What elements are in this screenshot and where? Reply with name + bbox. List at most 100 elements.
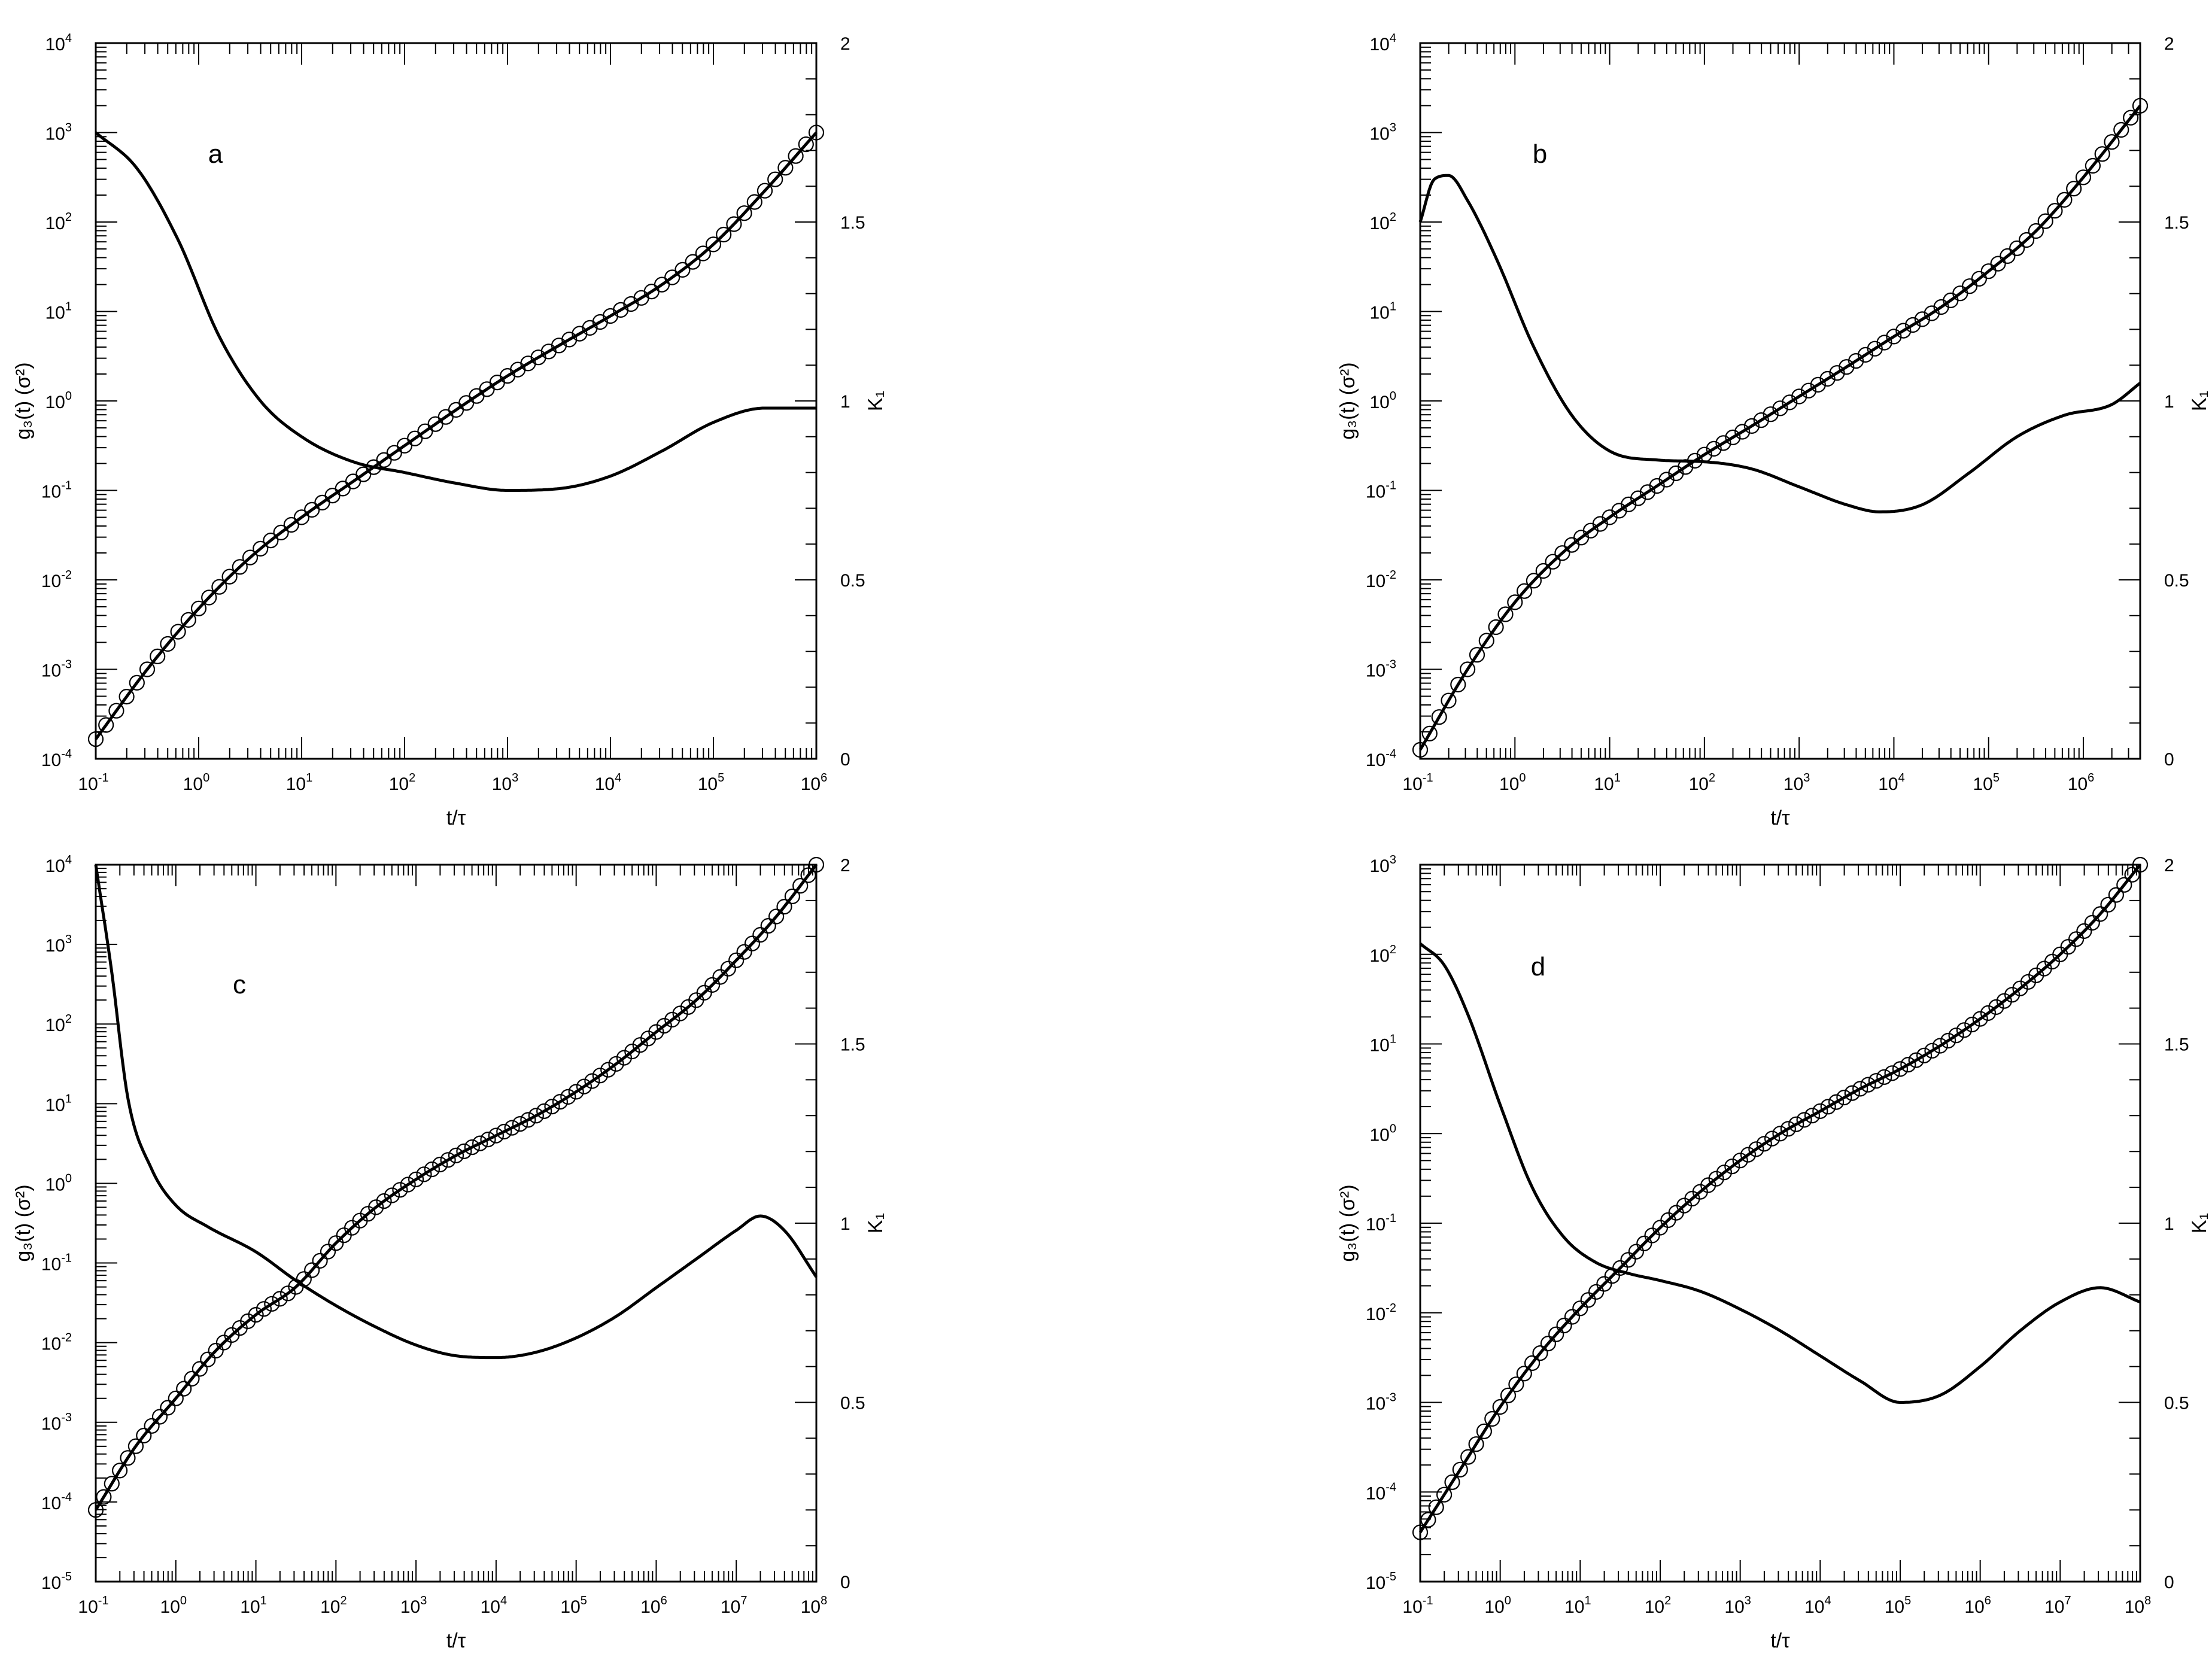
data-point-marker <box>211 579 227 595</box>
data-point-marker <box>560 1089 576 1105</box>
y-right-ticks <box>2119 864 2140 1582</box>
x-tick-label: 102 <box>1645 1594 1672 1617</box>
y-left-tick-label: 10-1 <box>1366 479 1396 502</box>
data-point-marker <box>488 1127 505 1144</box>
data-point-marker <box>1580 1292 1596 1308</box>
y-left-tick-label: 104 <box>45 853 72 876</box>
y-right-tick-label: 1 <box>2164 392 2174 412</box>
data-point-marker <box>1469 647 1485 663</box>
x-tick-label: 107 <box>721 1594 748 1617</box>
plot-frame <box>95 42 818 760</box>
data-point-marker <box>1876 1069 1892 1085</box>
data-point-marker <box>208 1342 224 1359</box>
x-tick-label: 101 <box>1594 771 1621 794</box>
data-point-marker <box>777 160 794 176</box>
data-point-marker <box>1940 1032 1956 1049</box>
y-left-ticks <box>1420 42 1442 759</box>
data-point-marker <box>654 276 670 293</box>
data-point-marker <box>440 1152 456 1168</box>
data-point-marker <box>664 1011 680 1028</box>
data-point-marker <box>2108 887 2124 903</box>
data-point-marker <box>1588 1284 1605 1300</box>
data-point-marker <box>744 935 761 951</box>
x-tick-label: 105 <box>560 1594 587 1617</box>
data-point-marker <box>584 1073 600 1089</box>
y-left-tick-label: 100 <box>1370 390 1397 412</box>
y-left-tick-label: 100 <box>45 390 72 412</box>
data-point-marker <box>184 1370 200 1387</box>
data-point-marker <box>728 952 745 968</box>
y-right-tick-label: 0 <box>840 1573 850 1592</box>
data-point-marker <box>1428 1499 1444 1515</box>
data-point-marker <box>1914 311 1930 327</box>
x-tick-label: 103 <box>400 1594 427 1617</box>
data-point-marker <box>1700 1177 1716 1193</box>
data-point-marker <box>788 148 804 164</box>
data-point-marker <box>384 1187 400 1203</box>
data-point-marker <box>87 1502 104 1518</box>
data-point-marker <box>1996 993 2012 1009</box>
y-left-tick-label: 10-4 <box>41 1491 72 1513</box>
data-point-marker <box>256 1301 272 1317</box>
data-point-marker <box>536 1103 552 1119</box>
y-left-axis-label: g₃(t) (σ²) <box>1336 362 1359 439</box>
data-point-marker <box>2113 121 2129 138</box>
data-point-marker <box>1548 1326 1564 1342</box>
data-point-marker <box>127 1438 144 1454</box>
data-point-marker <box>2094 146 2110 162</box>
y-left-ticks <box>1420 864 1442 1582</box>
x-tick-label: 10-1 <box>78 771 108 794</box>
x-axis-label: t/τ <box>1770 807 1790 829</box>
data-point-marker <box>118 688 135 705</box>
g3-markers <box>87 856 825 1518</box>
data-point-marker <box>1500 1387 1517 1403</box>
data-point-marker <box>720 960 736 977</box>
data-point-marker <box>808 124 825 141</box>
data-point-marker <box>192 1361 208 1377</box>
x-tick-label: 100 <box>183 771 210 794</box>
x-tick-label: 106 <box>2068 771 2095 794</box>
data-point-marker <box>1620 1252 1636 1268</box>
y-right-tick-label: 1.5 <box>840 213 865 233</box>
y-left-axis-label: g₃(t) (σ²) <box>12 1184 35 1261</box>
data-point-marker <box>448 1147 464 1164</box>
y-left-tick-label: 10-5 <box>1366 1570 1396 1593</box>
data-point-marker <box>800 867 816 883</box>
data-point-marker <box>242 549 259 566</box>
data-point-marker <box>1860 1077 1876 1093</box>
data-point-marker <box>273 524 289 541</box>
data-point-marker <box>1507 594 1523 610</box>
data-point-marker <box>1764 1130 1780 1147</box>
data-point-marker <box>552 1093 569 1110</box>
data-point-marker <box>1780 1121 1796 1137</box>
data-point-marker <box>1556 1317 1572 1334</box>
data-point-marker <box>1636 1235 1652 1251</box>
y-left-tick-label: 10-4 <box>1366 747 1396 770</box>
data-point-marker <box>2004 987 2020 1003</box>
y-left-tick-label: 10-3 <box>41 658 72 681</box>
data-point-marker <box>1839 359 1855 375</box>
data-point-marker <box>608 1056 624 1072</box>
data-point-marker <box>1932 1038 1948 1054</box>
data-point-marker <box>1743 418 1760 434</box>
data-point-marker <box>136 1427 152 1444</box>
y-right-tick-label: 1.5 <box>840 1035 865 1055</box>
x-tick-label: 102 <box>1689 771 1716 794</box>
y-left-tick-label: 10-5 <box>41 1570 72 1593</box>
x-axis-label: t/τ <box>446 807 466 829</box>
data-point-marker <box>736 205 752 221</box>
data-point-marker <box>129 674 145 691</box>
x-tick-label: 104 <box>1804 1594 1831 1617</box>
data-point-marker <box>1916 1047 1933 1063</box>
x-tick-label: 107 <box>2044 1594 2071 1617</box>
data-point-marker <box>376 1193 392 1209</box>
x-tick-label: 104 <box>595 771 622 794</box>
data-point-marker <box>1564 1309 1581 1325</box>
data-point-marker <box>1876 335 1892 351</box>
x-ticks <box>1420 865 2141 1582</box>
data-point-marker <box>672 1005 688 1022</box>
y-left-tick-label: 101 <box>1370 1033 1397 1056</box>
y-left-tick-label: 10-3 <box>1366 1391 1396 1414</box>
y-left-tick-label: 10-1 <box>1366 1212 1396 1235</box>
y-right-tick-label: 1.5 <box>2164 213 2189 233</box>
